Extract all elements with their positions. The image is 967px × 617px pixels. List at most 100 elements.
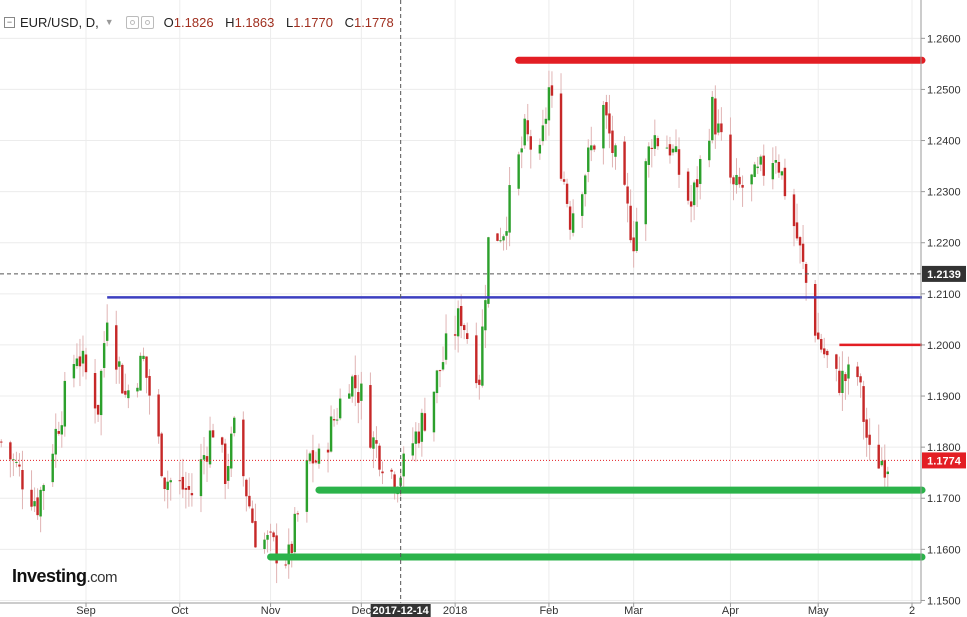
candle-body: [211, 430, 215, 438]
candle-body: [632, 237, 635, 252]
high-value: 1.1863: [234, 14, 275, 30]
time-tick-label: 2018: [443, 605, 467, 617]
candle-body: [792, 194, 796, 227]
time-axis[interactable]: Sep Oct Nov Dec 2018 Feb Mar Apr May 2: [76, 603, 915, 617]
candle-body: [801, 243, 805, 262]
candle-body: [862, 386, 865, 422]
candle-body: [420, 412, 424, 442]
candle-body: [865, 419, 868, 438]
candle-body: [33, 501, 36, 507]
chevron-down-icon[interactable]: ▼: [104, 17, 114, 27]
candle-body: [780, 171, 784, 176]
candle-body: [36, 497, 39, 516]
candles: [0, 70, 890, 584]
candle-body: [695, 179, 699, 188]
time-tick-label: Oct: [171, 605, 188, 617]
price-tick-label: 1.2600: [927, 33, 961, 45]
price-tick-label: 1.2100: [927, 289, 961, 301]
candle-body: [390, 469, 393, 472]
close-label: C: [344, 14, 354, 30]
candle-body: [51, 453, 54, 483]
price-axis[interactable]: 1.1500 1.1600 1.1700 1.1800 1.1900 1.2000 1.21…: [921, 33, 961, 607]
levels[interactable]: [107, 56, 926, 561]
candle-body: [187, 486, 191, 490]
candle-body: [826, 350, 829, 356]
candle-body: [30, 489, 33, 507]
candle-body: [475, 335, 478, 384]
candle-body: [650, 147, 654, 150]
symbol-label[interactable]: EUR/USD, D,: [20, 14, 99, 30]
candle-body: [145, 356, 148, 378]
candle-body: [608, 113, 611, 134]
candle-body: [795, 222, 799, 239]
candle-body: [205, 456, 209, 462]
candle-body: [520, 148, 523, 153]
candle-body: [305, 460, 309, 512]
candle-body: [453, 334, 457, 336]
candle-body: [466, 333, 469, 340]
crosshair-date-marker: [370, 604, 431, 617]
candle-body: [611, 130, 614, 153]
candle-body: [139, 355, 142, 391]
candle-body: [505, 231, 508, 236]
candle-body: [102, 343, 106, 368]
time-tick-label: Sep: [76, 605, 96, 617]
candle-body: [481, 326, 484, 386]
candle-body: [163, 477, 166, 490]
candle-body: [435, 370, 439, 394]
candle-body: [698, 159, 702, 184]
candle-body: [729, 134, 732, 178]
candle-body: [233, 417, 236, 434]
collapse-icon[interactable]: −: [4, 16, 15, 28]
settings-icon[interactable]: [140, 15, 154, 29]
grid: [0, 0, 921, 603]
candle-body: [39, 489, 42, 517]
candle-body: [547, 87, 551, 121]
candle-body: [444, 333, 448, 360]
candle-body: [820, 339, 823, 350]
investing-logo[interactable]: Investing.com: [12, 566, 118, 587]
candle-body: [614, 145, 617, 157]
candle-body: [692, 182, 696, 206]
time-tick-label: Feb: [539, 605, 558, 617]
close-value: 1.1778: [353, 14, 394, 30]
candle-body: [813, 283, 817, 336]
price-tick-label: 1.2400: [927, 136, 961, 148]
candle-body: [202, 455, 206, 460]
visibility-icon[interactable]: [125, 15, 139, 29]
candle-body: [411, 443, 414, 456]
candle-body: [220, 437, 224, 445]
candle-body: [96, 404, 100, 415]
candle-body: [629, 205, 632, 241]
candle-body: [60, 425, 64, 435]
open-label: O: [163, 14, 174, 30]
candle-body: [290, 543, 293, 553]
price-tick-label: 1.1500: [927, 595, 961, 607]
candle-body: [351, 376, 354, 397]
candle-body: [354, 375, 357, 389]
candle-body: [54, 428, 57, 455]
candle-body: [517, 154, 520, 189]
candle-body: [438, 370, 442, 372]
candle-body: [708, 140, 711, 161]
candle-body: [756, 166, 759, 169]
candle-body: [127, 390, 130, 399]
candle-body: [605, 102, 608, 116]
candle-body: [115, 325, 118, 370]
candle-body: [626, 186, 629, 204]
candle-body: [372, 437, 375, 449]
candle-body: [653, 135, 657, 149]
candle-body: [105, 322, 109, 341]
candle-body: [550, 85, 554, 96]
candle-body: [118, 361, 121, 367]
candle-body: [593, 145, 596, 150]
crosshair-price-label: 1.2139: [927, 269, 961, 281]
candle-body: [348, 393, 351, 399]
candle-body: [562, 179, 566, 182]
candle-body: [275, 535, 278, 564]
candle-body: [311, 450, 315, 464]
candle-body: [738, 176, 741, 185]
candle-body: [338, 398, 342, 419]
candle-body: [877, 444, 880, 469]
